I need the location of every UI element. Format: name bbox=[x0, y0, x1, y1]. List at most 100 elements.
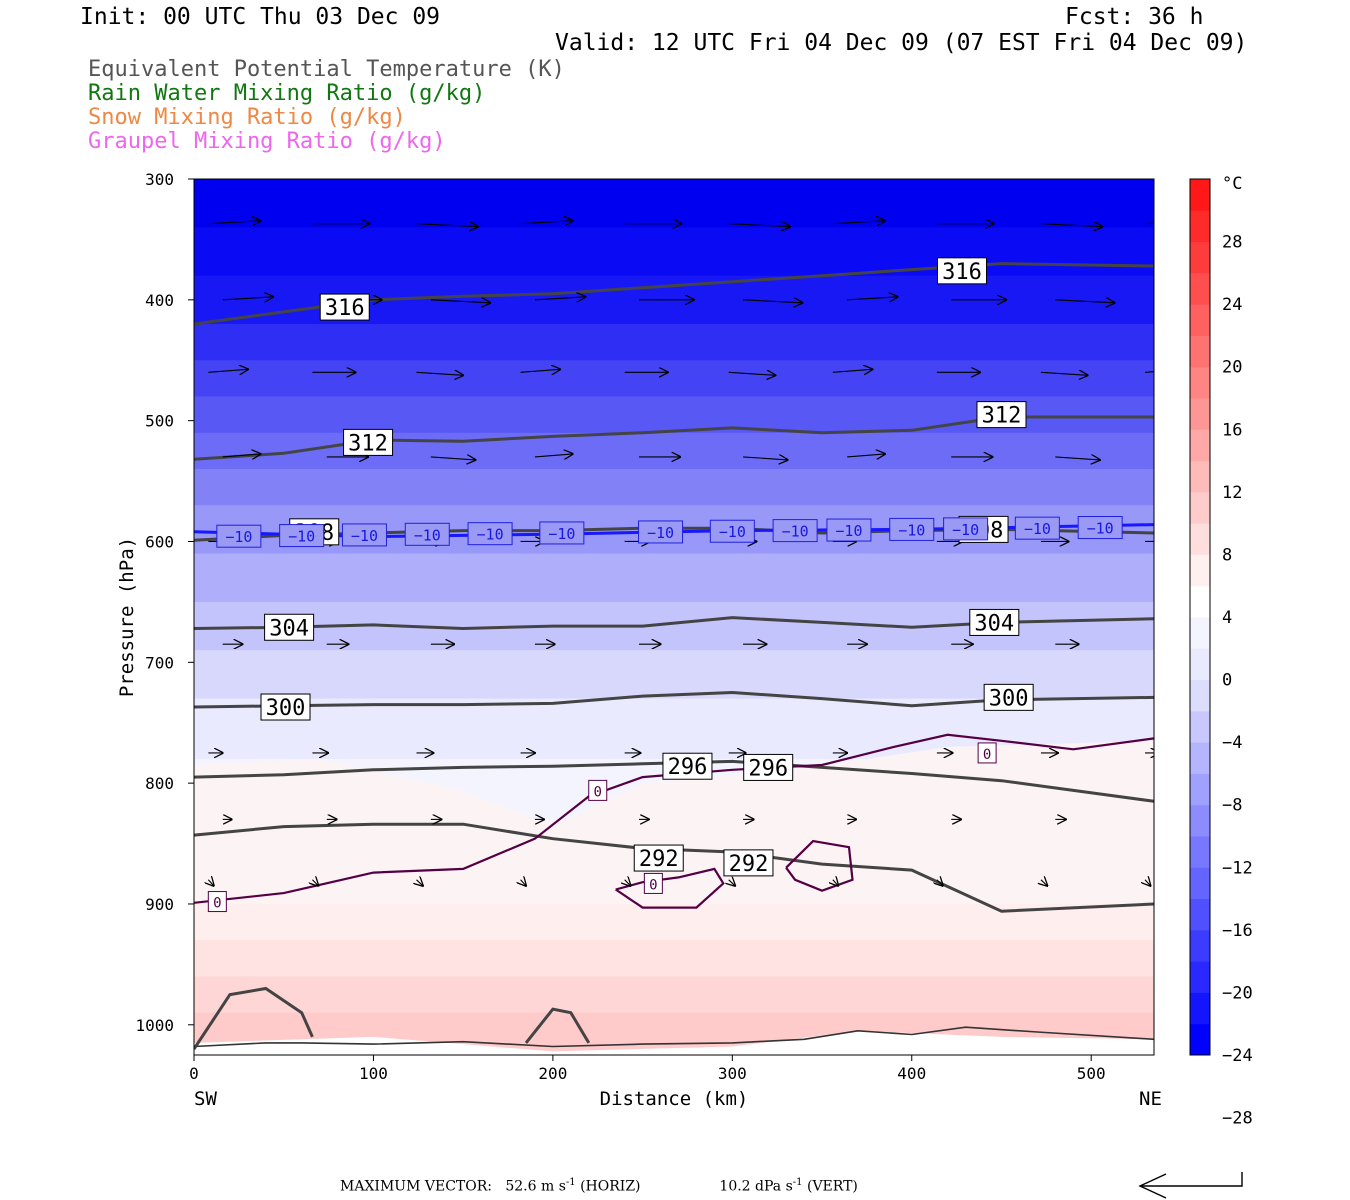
colorbar-frame bbox=[1189, 178, 1211, 1056]
colorbar-swatch bbox=[1190, 210, 1210, 243]
temperature-band bbox=[194, 976, 1154, 1014]
terrain bbox=[194, 1030, 1154, 1055]
colorbar-label: −24 bbox=[1222, 1046, 1253, 1066]
zero-isotherm-closed bbox=[785, 839, 854, 892]
wind-vector bbox=[521, 880, 526, 886]
theta-e-label: 304 bbox=[264, 613, 315, 641]
minus10-label: −10 bbox=[467, 522, 513, 546]
theta-e-label-text: 304 bbox=[974, 611, 1014, 636]
label-box bbox=[341, 523, 387, 547]
colorbar-swatch bbox=[1190, 867, 1210, 900]
max-vector-footer: MAXIMUM VECTOR: 52.6 m s-1 (HORIZ) 10.2 … bbox=[340, 1177, 858, 1195]
colorbar-swatch bbox=[1190, 929, 1210, 962]
wind-vector bbox=[729, 880, 735, 886]
theta-e-label-text: 300 bbox=[266, 696, 306, 721]
wind-vector bbox=[208, 880, 213, 886]
init-time: Init: 00 UTC Thu 03 Dec 09 bbox=[80, 4, 441, 30]
minus10-label: −10 bbox=[216, 524, 262, 548]
colorbar-swatch bbox=[1190, 304, 1210, 336]
wind-vector bbox=[520, 369, 561, 372]
wind-vector bbox=[534, 297, 585, 300]
wind-vector bbox=[1040, 224, 1102, 227]
temperature-band bbox=[194, 903, 1154, 942]
horiz-exp: -1 bbox=[565, 1177, 576, 1188]
y-tick-label: 300 bbox=[145, 170, 174, 189]
colorbar-label: 24 bbox=[1222, 295, 1242, 315]
theta-e-label-text: 292 bbox=[639, 847, 679, 872]
wind-vector bbox=[1145, 880, 1150, 886]
wind-vector bbox=[520, 221, 573, 224]
colorbar-swatch bbox=[1190, 554, 1210, 587]
zero-label: 0 bbox=[207, 891, 227, 913]
minus10-label-text: −10 bbox=[351, 527, 378, 545]
minus10-label: −10 bbox=[341, 523, 387, 547]
wind-vector bbox=[222, 454, 261, 457]
x-tick-label: 300 bbox=[718, 1064, 747, 1083]
wind-vector bbox=[728, 372, 776, 375]
colorbar-swatch bbox=[1190, 1023, 1210, 1056]
minus10-label: −10 bbox=[772, 519, 818, 543]
label-box bbox=[279, 524, 325, 548]
theta-e-label: 312 bbox=[976, 401, 1027, 429]
colorbar-swatch bbox=[1190, 648, 1210, 681]
label-box bbox=[343, 428, 394, 456]
minus10-label-text: −10 bbox=[782, 523, 809, 541]
theta-e-label: 292 bbox=[723, 849, 774, 877]
minus10-label-text: −10 bbox=[835, 522, 862, 540]
theta-e-label: 304 bbox=[969, 608, 1020, 636]
minus10-label-text: −10 bbox=[548, 525, 575, 543]
colorbar-swatch bbox=[1190, 710, 1210, 743]
colorbar-label: 0 bbox=[1222, 671, 1232, 691]
wind-vector bbox=[1055, 457, 1100, 460]
wind-vector bbox=[728, 224, 790, 227]
label-box bbox=[539, 521, 585, 545]
minus10-label-text: −10 bbox=[225, 528, 252, 546]
colorbar-swatch bbox=[1190, 773, 1210, 806]
theta-e-label-text: 312 bbox=[982, 404, 1022, 429]
theta-e-contour bbox=[194, 690, 1154, 709]
vert-exp: -1 bbox=[792, 1177, 803, 1188]
temperature-band bbox=[194, 553, 1154, 603]
wind-vector bbox=[416, 224, 478, 227]
temperature-band bbox=[194, 323, 1154, 362]
minus10-label: −10 bbox=[279, 524, 325, 548]
forecast-hour: Fcst: 36 h bbox=[1065, 4, 1204, 30]
wind-vector bbox=[832, 221, 885, 224]
colorbar-swatch bbox=[1190, 179, 1210, 211]
y-tick-label: 1000 bbox=[135, 1016, 174, 1035]
label-box bbox=[826, 518, 872, 542]
minus10-label: −10 bbox=[1014, 516, 1060, 540]
label-box bbox=[207, 891, 227, 913]
label-box bbox=[216, 524, 262, 548]
legend-theta-e: Equivalent Potential Temperature (K) bbox=[88, 57, 565, 82]
label-box bbox=[467, 522, 513, 546]
zero-label-text: 0 bbox=[983, 747, 991, 763]
minus10-label-text: −10 bbox=[898, 521, 925, 539]
minus10-label: −10 bbox=[539, 521, 585, 545]
horiz-unit: (HORIZ) bbox=[580, 1178, 641, 1195]
theta-e-contour bbox=[194, 759, 1154, 803]
label-box bbox=[404, 522, 450, 546]
theta-e-label: 296 bbox=[743, 753, 794, 781]
colorbar-swatch bbox=[1190, 742, 1210, 774]
colorbar-swatch bbox=[1190, 992, 1210, 1025]
warm-region bbox=[194, 740, 1154, 904]
theta-e-label: 296 bbox=[662, 752, 713, 780]
wind-vector bbox=[1144, 371, 1154, 373]
x-tick-label: 100 bbox=[359, 1064, 388, 1083]
colorbar-swatch bbox=[1190, 836, 1210, 868]
plot-frame bbox=[193, 178, 1155, 1056]
minus10-label-text: −10 bbox=[414, 526, 441, 544]
label-box bbox=[889, 517, 935, 541]
colorbar-label: 8 bbox=[1222, 545, 1232, 565]
zero-label: 0 bbox=[977, 742, 997, 764]
wind-vector bbox=[208, 221, 260, 224]
wind-vector bbox=[847, 454, 885, 457]
label-box bbox=[937, 257, 987, 285]
minus10-label-text: −10 bbox=[477, 526, 504, 544]
colorbar-label: −20 bbox=[1222, 983, 1253, 1003]
colorbar-unit: °C bbox=[1222, 174, 1242, 194]
y-tick-label: 600 bbox=[145, 532, 174, 551]
zero-label: 0 bbox=[588, 779, 608, 801]
colorbar-swatch bbox=[1190, 460, 1210, 493]
